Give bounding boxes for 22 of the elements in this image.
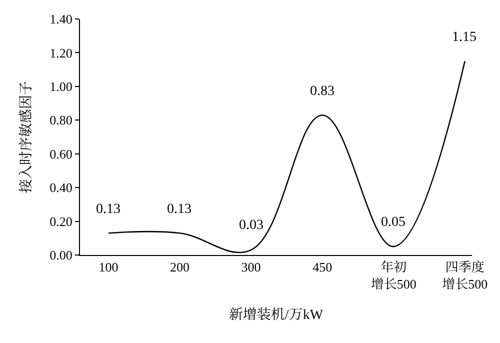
x-tick-label: 四季度增长500 (442, 260, 488, 292)
x-tick-label: 450 (312, 260, 332, 275)
y-tick-label: 0.00 (50, 248, 72, 263)
y-tick-label: 0.40 (50, 180, 72, 196)
y-tick-label: 1.40 (50, 12, 72, 27)
x-axis-title: 新增装机/万kW (228, 306, 324, 323)
y-tick-label: 0.20 (50, 214, 72, 229)
y-tick-label: 0.60 (50, 146, 72, 162)
data-label: 0.05 (381, 215, 406, 230)
x-tick-label: 年初增长500 (370, 260, 416, 292)
data-label: 0.13 (167, 202, 192, 217)
x-tick-label: 100 (98, 260, 118, 275)
x-tick-label: 200 (170, 260, 190, 275)
data-label: 0.03 (239, 218, 264, 233)
data-label: 1.15 (452, 30, 476, 45)
y-tick-label: 1.20 (50, 45, 72, 60)
data-label: 0.13 (96, 202, 120, 217)
y-tick-label: 0.80 (50, 112, 72, 128)
y-axis-title: 接入时序敏感因子 (18, 81, 34, 193)
data-label: 0.83 (310, 84, 334, 99)
x-tick-label: 300 (241, 260, 261, 275)
y-tick-label: 1.00 (50, 78, 72, 94)
